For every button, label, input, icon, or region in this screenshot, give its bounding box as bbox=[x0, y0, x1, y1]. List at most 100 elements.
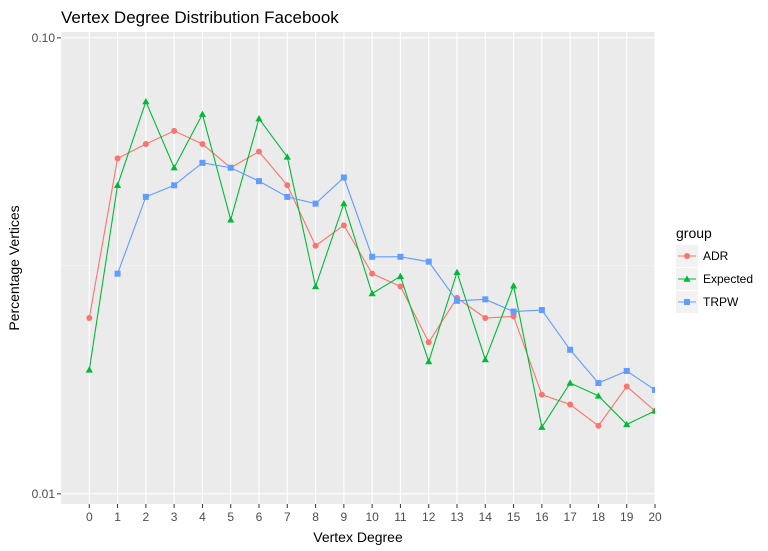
series-expected bbox=[85, 97, 655, 430]
legend-key-circle-marker bbox=[684, 253, 690, 259]
data-point-expected bbox=[85, 366, 93, 373]
data-point-expected bbox=[425, 357, 433, 365]
data-point-expected bbox=[396, 272, 405, 279]
data-point-trpw bbox=[369, 253, 376, 260]
data-point-trpw bbox=[397, 253, 404, 260]
data-point-adr bbox=[538, 391, 545, 398]
x-tick-label: 6 bbox=[256, 510, 263, 524]
data-point-adr bbox=[312, 242, 319, 249]
legend-label-trpw: TRPW bbox=[703, 295, 739, 309]
data-point-expected bbox=[651, 407, 655, 414]
data-point-adr bbox=[567, 401, 574, 408]
x-tick-label: 8 bbox=[312, 510, 319, 524]
legend: group ADR Expected TRPW bbox=[676, 225, 753, 313]
x-tick-label: 15 bbox=[507, 510, 521, 524]
legend-item-expected: Expected bbox=[676, 268, 753, 290]
data-point-trpw bbox=[284, 193, 291, 200]
series-trpw bbox=[114, 159, 655, 393]
data-point-expected bbox=[340, 200, 348, 207]
data-point-adr bbox=[595, 422, 602, 429]
x-tick-label: 20 bbox=[648, 510, 662, 524]
data-point-expected bbox=[481, 355, 489, 363]
x-tick-label: 12 bbox=[422, 510, 436, 524]
data-point-expected bbox=[255, 115, 263, 122]
data-point-expected bbox=[453, 268, 461, 276]
data-point-expected bbox=[227, 216, 235, 223]
data-point-trpw bbox=[312, 200, 319, 207]
data-point-trpw bbox=[256, 178, 262, 185]
x-tick-label: 14 bbox=[479, 510, 493, 524]
data-point-expected bbox=[198, 110, 207, 117]
data-point-trpw bbox=[482, 296, 489, 303]
x-axis-title: Vertex Degree bbox=[313, 529, 403, 545]
data-point-trpw bbox=[340, 174, 347, 181]
legend-label-expected: Expected bbox=[703, 272, 753, 286]
data-point-trpw bbox=[171, 182, 178, 189]
y-axis-title: Percentage Vertices bbox=[6, 205, 22, 330]
x-tick-label: 1 bbox=[114, 510, 121, 524]
data-point-trpw bbox=[425, 258, 432, 265]
x-tick-label: 7 bbox=[284, 510, 291, 524]
x-tick-label: 2 bbox=[143, 510, 150, 524]
data-point-expected bbox=[538, 423, 546, 430]
chart-title: Vertex Degree Distribution Facebook bbox=[61, 8, 339, 27]
x-tick-label: 18 bbox=[592, 510, 606, 524]
data-point-adr bbox=[340, 222, 347, 229]
x-tick-label: 3 bbox=[171, 510, 178, 524]
data-point-expected bbox=[594, 392, 603, 399]
data-point-trpw bbox=[623, 367, 630, 374]
data-point-expected bbox=[509, 282, 518, 289]
data-point-expected bbox=[623, 420, 631, 428]
data-point-expected bbox=[283, 153, 291, 160]
series-layer bbox=[85, 97, 655, 430]
data-point-adr bbox=[86, 315, 93, 322]
data-point-adr bbox=[623, 383, 630, 390]
data-point-adr bbox=[369, 270, 376, 277]
data-point-adr bbox=[510, 313, 517, 320]
data-point-adr bbox=[199, 141, 206, 148]
data-point-trpw bbox=[567, 346, 574, 353]
data-point-trpw bbox=[114, 270, 121, 277]
legend-item-trpw: TRPW bbox=[676, 291, 739, 313]
plot-background bbox=[61, 32, 655, 504]
data-point-trpw bbox=[510, 308, 517, 315]
data-point-trpw bbox=[538, 307, 545, 314]
data-point-adr bbox=[171, 127, 178, 134]
x-tick-label: 17 bbox=[563, 510, 577, 524]
y-axis: 0.01 0.10 bbox=[32, 31, 61, 501]
x-tick-label: 19 bbox=[620, 510, 634, 524]
data-point-expected bbox=[368, 289, 376, 297]
x-tick-label: 10 bbox=[365, 510, 379, 524]
x-tick-label: 16 bbox=[535, 510, 549, 524]
legend-title: group bbox=[676, 225, 712, 241]
legend-key-triangle-marker bbox=[683, 275, 691, 282]
data-point-expected bbox=[113, 181, 122, 188]
data-point-adr bbox=[284, 182, 291, 189]
x-tick-label: 4 bbox=[199, 510, 206, 524]
legend-item-adr: ADR bbox=[676, 245, 729, 267]
x-tick-label: 5 bbox=[227, 510, 234, 524]
data-point-adr bbox=[114, 155, 121, 162]
legend-label-adr: ADR bbox=[703, 249, 729, 263]
x-tick-label: 0 bbox=[86, 510, 93, 524]
data-point-adr bbox=[425, 339, 432, 346]
y-tick-label: 0.01 bbox=[32, 487, 56, 501]
x-tick-label: 9 bbox=[341, 510, 348, 524]
data-point-adr bbox=[397, 283, 404, 290]
data-point-adr bbox=[482, 315, 489, 322]
data-point-expected bbox=[566, 379, 574, 386]
data-point-trpw bbox=[142, 193, 149, 200]
data-point-trpw bbox=[227, 164, 234, 171]
data-point-adr bbox=[256, 148, 262, 155]
data-point-expected bbox=[311, 282, 320, 290]
x-axis: 0 1 2 3 4 5 6 7 8 9 10 11 12 13 14 15 16 17 18 19 20 bbox=[86, 504, 662, 524]
data-point-expected bbox=[170, 164, 178, 171]
data-point-trpw bbox=[595, 380, 602, 387]
data-point-trpw bbox=[652, 386, 655, 393]
y-tick-label: 0.10 bbox=[32, 31, 56, 45]
series-line-trpw bbox=[117, 162, 655, 391]
data-point-trpw bbox=[199, 159, 206, 166]
x-tick-label: 11 bbox=[394, 510, 407, 524]
data-point-expected bbox=[142, 97, 150, 105]
